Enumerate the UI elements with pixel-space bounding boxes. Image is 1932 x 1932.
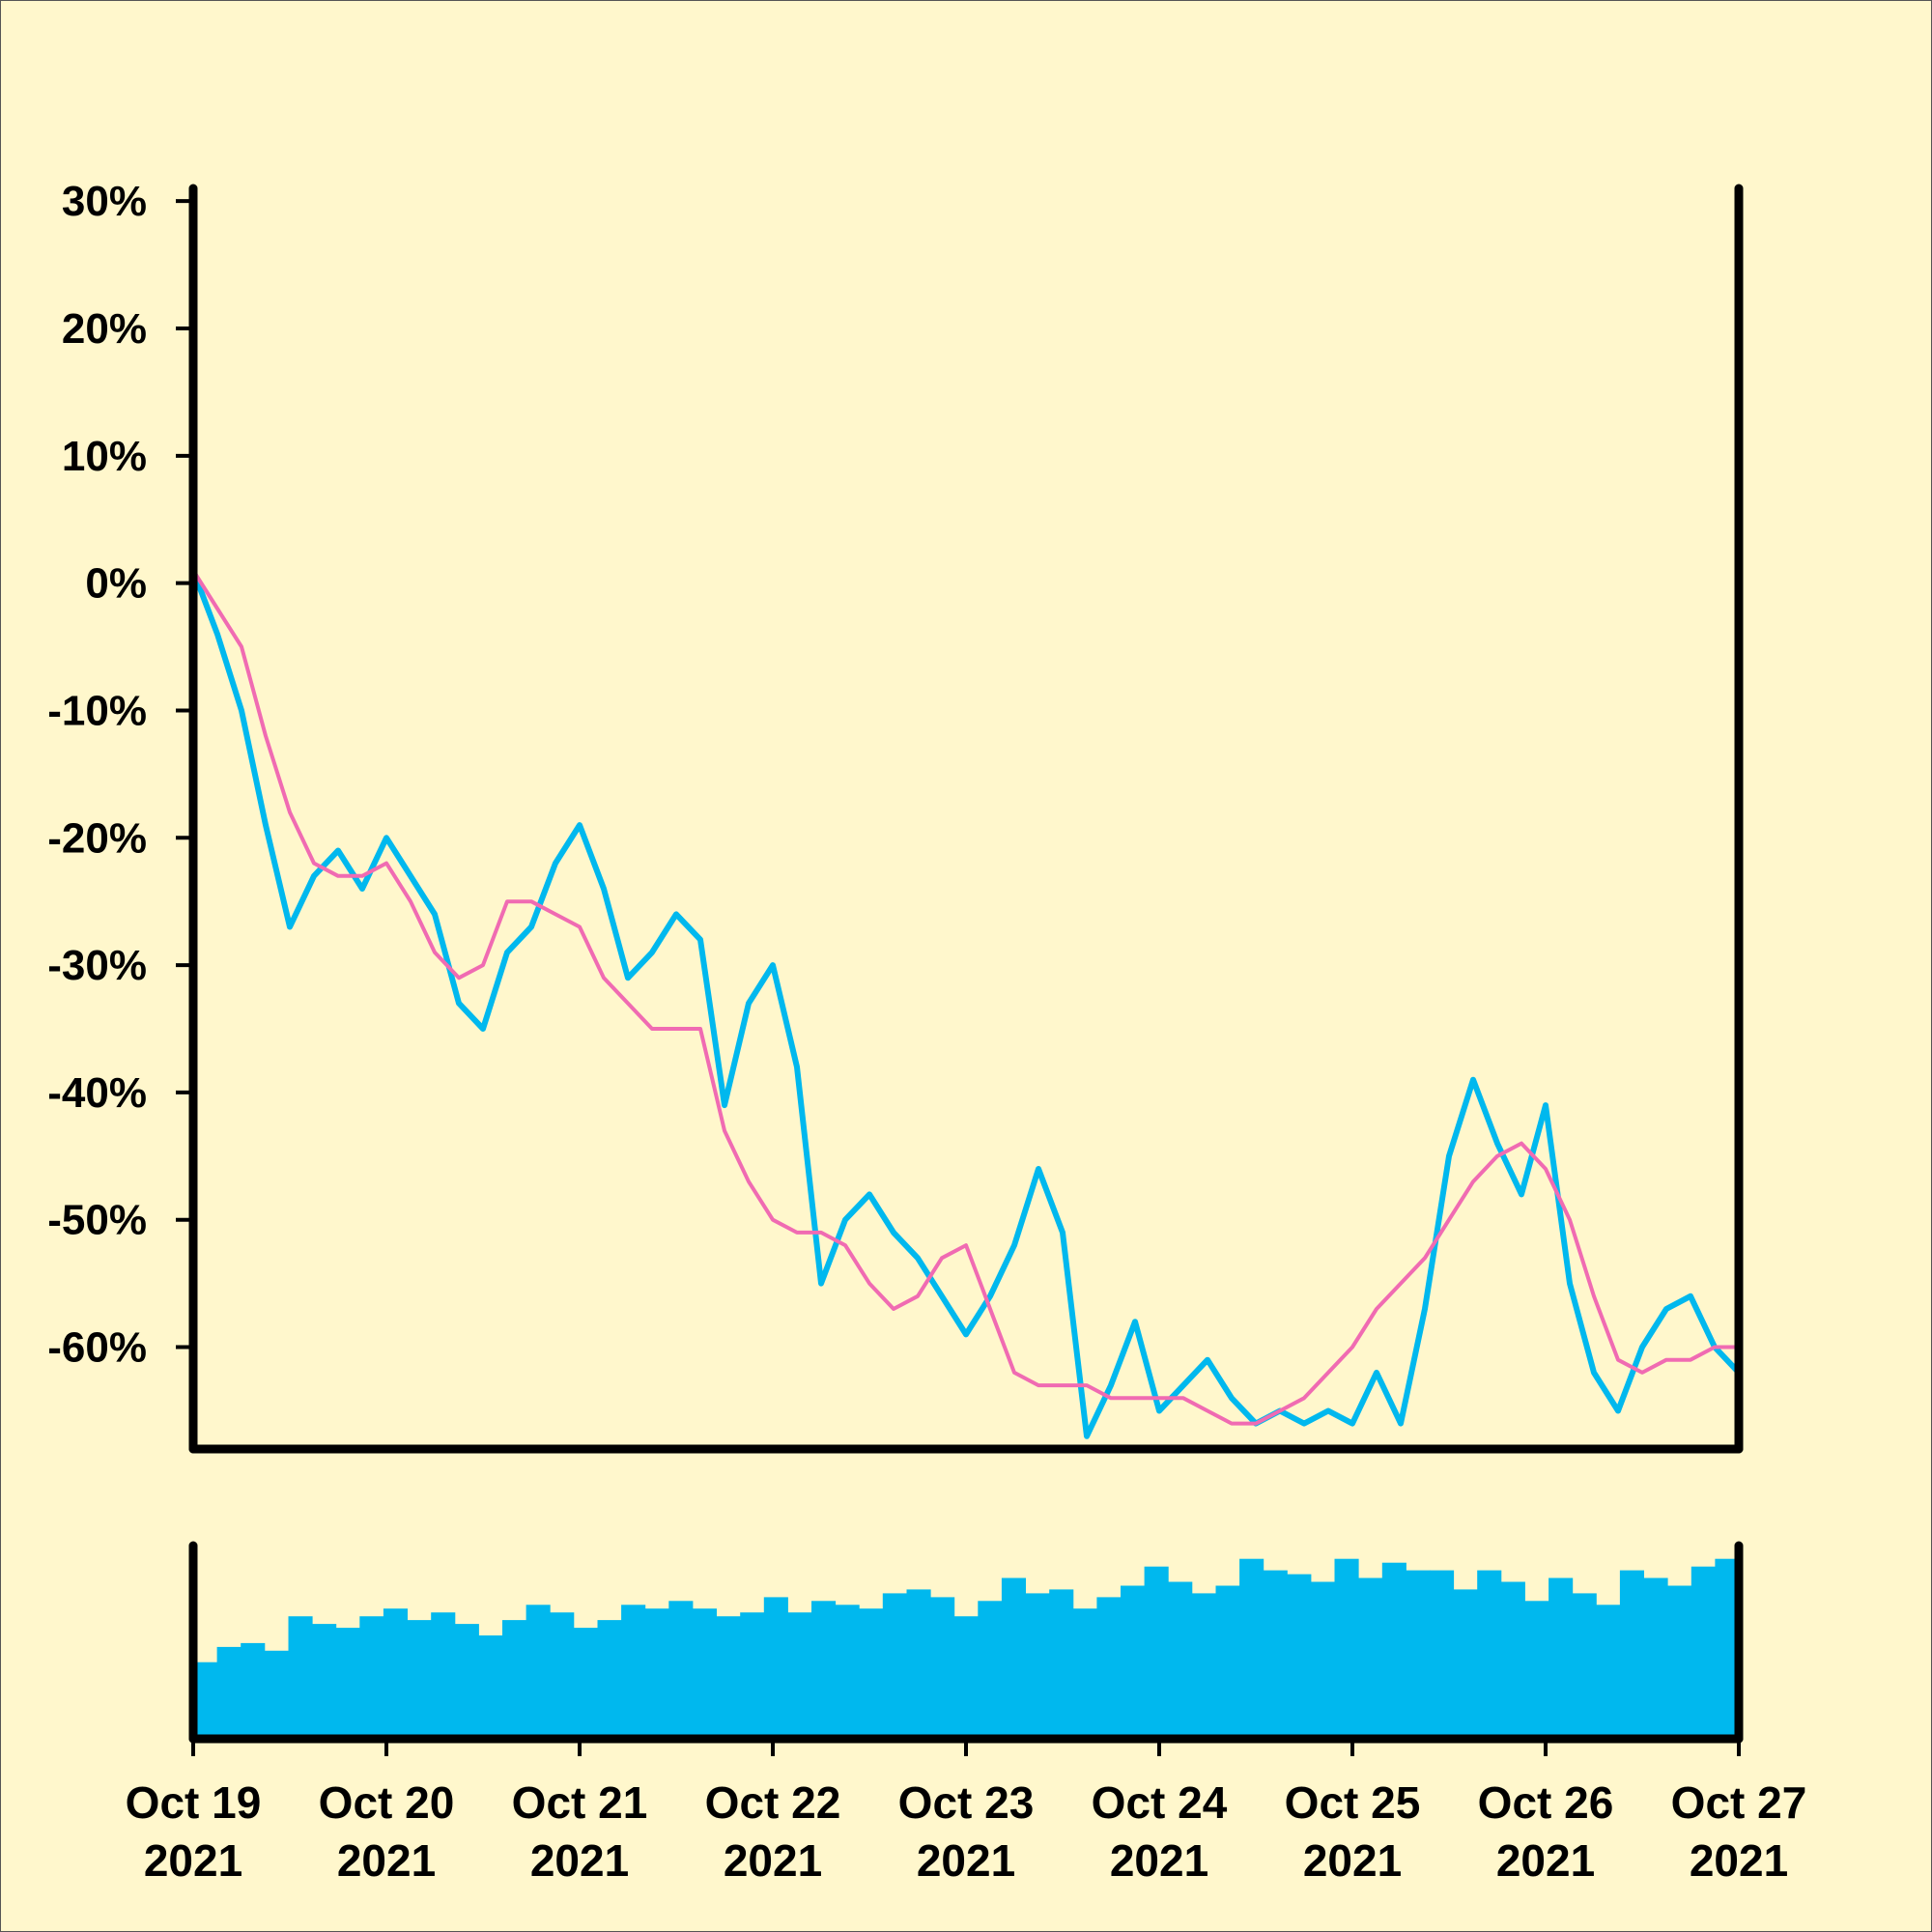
volume-bar: [526, 1605, 551, 1739]
x-tick-label-year: 2021: [337, 1835, 436, 1886]
x-tick-label-date: Oct 27: [1671, 1777, 1807, 1828]
x-tick-label-year: 2021: [144, 1835, 242, 1886]
volume-bar: [1096, 1597, 1122, 1739]
volume-bar: [906, 1589, 931, 1739]
volume-bar: [502, 1620, 527, 1739]
y-tick-label: -30%: [47, 942, 147, 989]
y-tick-label: 0%: [85, 560, 147, 608]
y-tick-label: 10%: [62, 433, 147, 480]
volume-bar: [1239, 1558, 1264, 1739]
volume-bar: [597, 1620, 622, 1739]
y-tick-label: -20%: [47, 814, 147, 862]
volume-bar: [478, 1635, 503, 1739]
volume-bar: [644, 1608, 669, 1739]
y-tick-label: 20%: [62, 305, 147, 353]
x-tick-label-year: 2021: [1496, 1835, 1595, 1886]
volume-bar: [335, 1628, 360, 1739]
volume-bar: [1690, 1566, 1716, 1739]
volume-bar: [1619, 1570, 1644, 1739]
x-tick-label-date: Oct 20: [319, 1777, 455, 1828]
x-tick-label-date: Oct 22: [705, 1777, 841, 1828]
volume-bar: [1072, 1608, 1097, 1739]
x-tick-label-year: 2021: [530, 1835, 629, 1886]
volume-bar: [407, 1620, 432, 1739]
volume-bar: [1430, 1570, 1455, 1739]
volume-bar: [431, 1612, 456, 1739]
volume-bar: [1477, 1570, 1502, 1739]
axes: [176, 184, 1744, 1756]
y-tick-label: 30%: [62, 178, 147, 225]
y-tick-label: -60%: [47, 1324, 147, 1372]
volume-bar: [1144, 1566, 1169, 1739]
volume-bar: [1168, 1581, 1193, 1739]
volume-bar: [1667, 1585, 1692, 1739]
volume-bar: [1263, 1570, 1288, 1739]
x-tick-label-date: Oct 25: [1285, 1777, 1421, 1828]
x-tick-label-year: 2021: [724, 1835, 822, 1886]
volume-bar: [1500, 1581, 1525, 1739]
x-tick-label-date: Oct 24: [1092, 1777, 1228, 1828]
volume-bar: [692, 1608, 717, 1739]
volume-bar: [1643, 1577, 1668, 1739]
x-tick-label-year: 2021: [1690, 1835, 1788, 1886]
x-tick-label-year: 2021: [917, 1835, 1015, 1886]
volume-bar: [1381, 1562, 1406, 1739]
volume-bar: [312, 1624, 337, 1739]
volume-bar: [978, 1601, 1003, 1739]
volume-bar: [359, 1616, 384, 1739]
y-tick-label: -50%: [47, 1197, 147, 1244]
volume-bar: [787, 1612, 812, 1739]
volume-bar: [264, 1650, 289, 1739]
volume-bar: [740, 1612, 765, 1739]
volume-bar: [859, 1608, 884, 1739]
volume-bar: [241, 1642, 266, 1739]
volume-bar: [953, 1616, 979, 1739]
volume-bar: [1310, 1581, 1335, 1739]
volume-bar: [573, 1628, 598, 1739]
x-tick-label-date: Oct 26: [1478, 1777, 1614, 1828]
x-tick-label-date: Oct 23: [898, 1777, 1035, 1828]
x-tick-label-year: 2021: [1110, 1835, 1208, 1886]
volume-bar: [1572, 1593, 1597, 1739]
price-plot-area: [193, 569, 1739, 1439]
volume-bar: [1215, 1585, 1240, 1739]
volume-bar: [621, 1605, 646, 1739]
y-tick-label: -10%: [47, 687, 147, 734]
volume-bar: [1358, 1577, 1383, 1739]
volume-bar: [454, 1624, 479, 1739]
x-tick-label-year: 2021: [1303, 1835, 1402, 1886]
x-tick-label-date: Oct 19: [126, 1777, 262, 1828]
volume-bar: [1287, 1574, 1312, 1739]
volume-bar: [1406, 1570, 1431, 1739]
moving-average-line: [193, 569, 1739, 1426]
price-line: [193, 569, 1739, 1439]
volume-bar: [811, 1601, 837, 1739]
volume-bar: [716, 1616, 741, 1739]
y-tick-label: -40%: [47, 1069, 147, 1117]
volume-bar: [1334, 1558, 1359, 1739]
volume-bar: [930, 1597, 955, 1739]
volume-bar: [1596, 1605, 1621, 1739]
volume-bar: [835, 1605, 860, 1739]
volume-bar: [216, 1646, 242, 1739]
volume-plot-area: [193, 1558, 1740, 1739]
volume-bar: [1453, 1589, 1478, 1739]
volume-bar: [763, 1597, 788, 1739]
volume-bar: [1191, 1593, 1216, 1739]
volume-bar: [882, 1593, 907, 1739]
volume-bar: [288, 1616, 313, 1739]
volume-bar: [1548, 1577, 1574, 1739]
volume-bar: [550, 1612, 575, 1739]
x-tick-label-date: Oct 21: [512, 1777, 648, 1828]
volume-bar: [1049, 1589, 1074, 1739]
volume-bar: [1025, 1593, 1050, 1739]
volume-bar: [383, 1608, 408, 1739]
volume-bar: [1001, 1577, 1026, 1739]
volume-bar: [668, 1601, 694, 1739]
tick-labels: 30% 20% 10% 0% -10% -20% -30% -40% -50% -60% Oct 1…: [47, 178, 1806, 1886]
volume-bar: [1121, 1585, 1146, 1739]
volume-bar: [1524, 1601, 1549, 1739]
